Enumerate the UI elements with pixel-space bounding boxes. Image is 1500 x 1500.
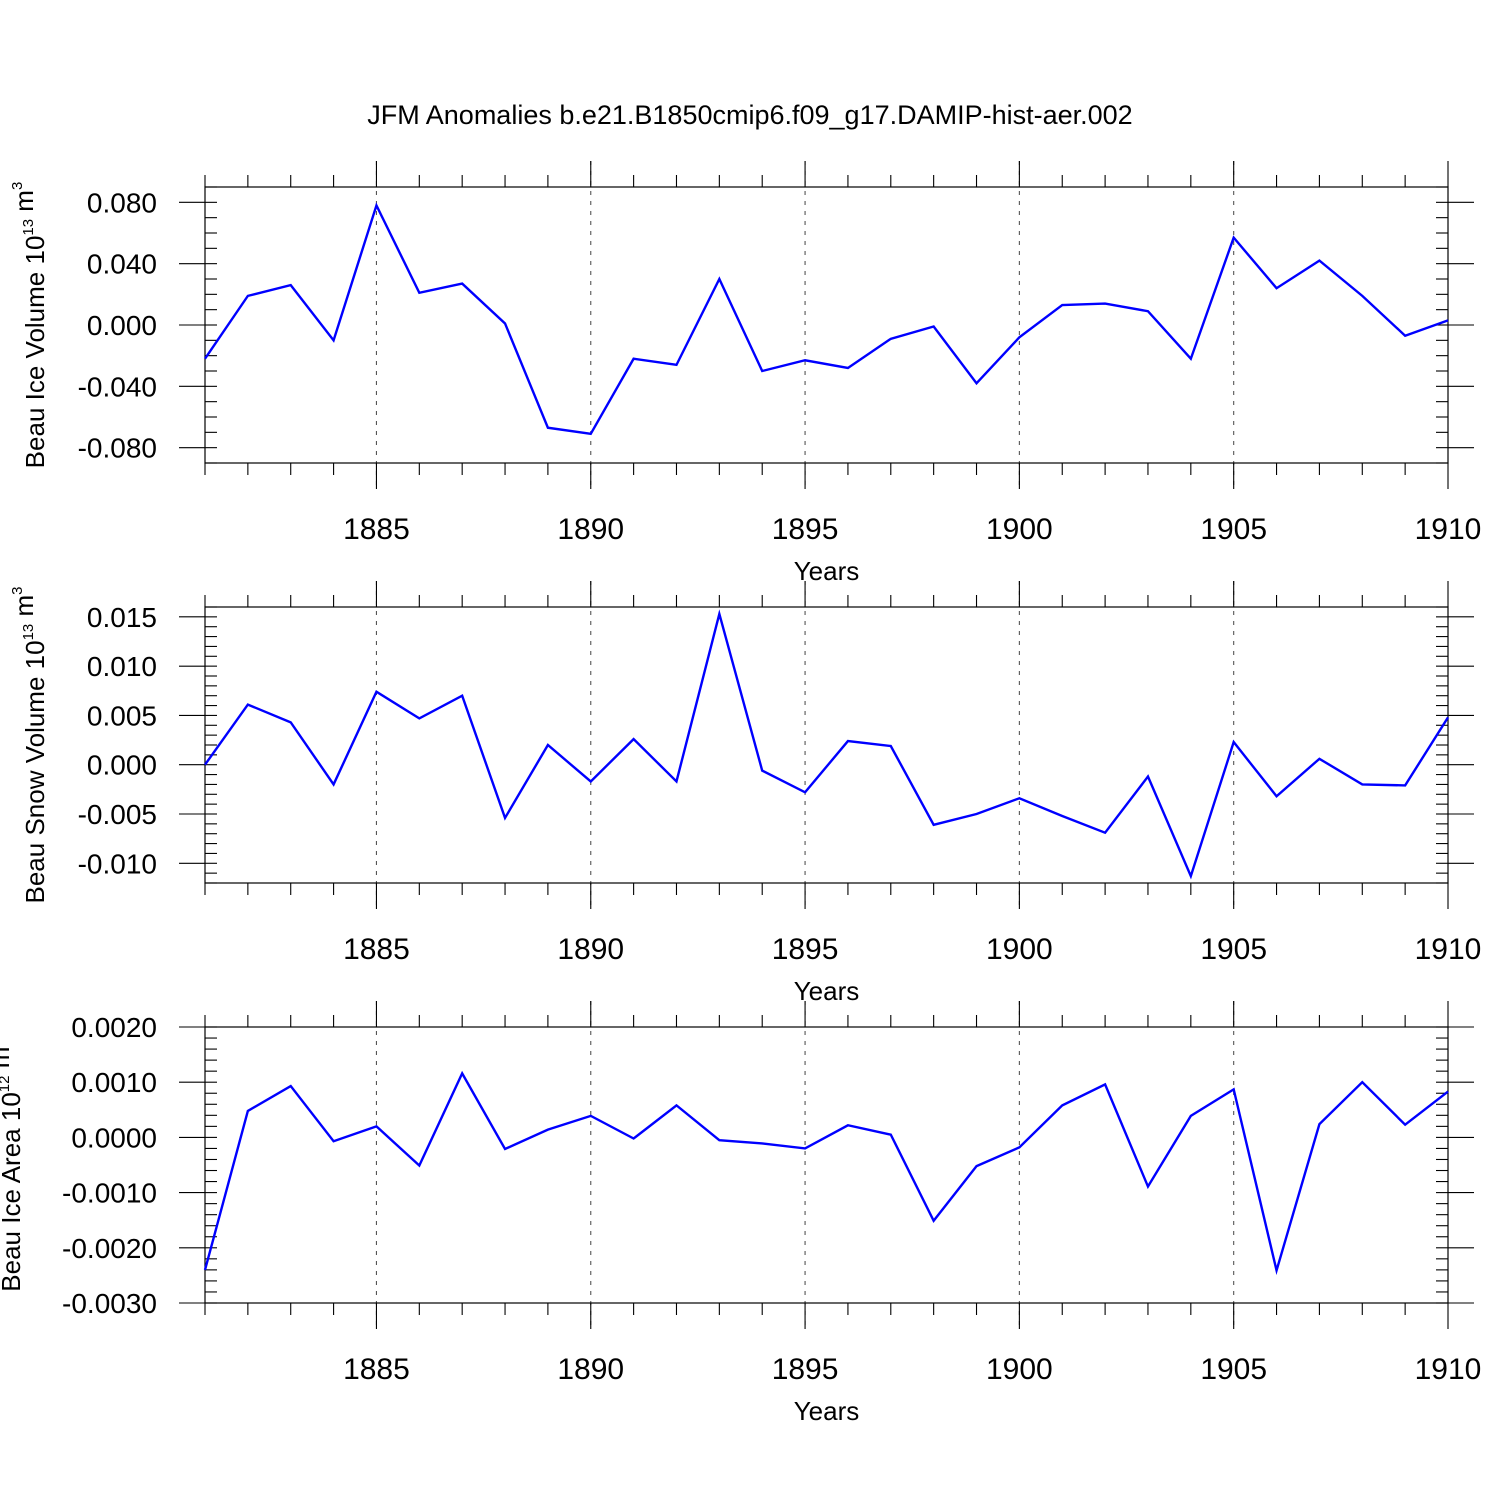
y-tick-label: 0.000 (87, 310, 157, 341)
series-line-beau-ice-volume (204, 202, 1449, 436)
y-tick-label: -0.005 (78, 799, 157, 830)
y-tick-label: 0.040 (87, 249, 157, 280)
y-tick-label: -0.080 (78, 433, 157, 464)
x-tick-label: 1905 (1200, 933, 1267, 966)
figure-title: JFM Anomalies b.e21.B1850cmip6.f09_g17.D… (367, 100, 1132, 130)
x-tick-label: 1910 (1415, 1353, 1482, 1386)
x-tick-label: 1910 (1415, 933, 1482, 966)
y-tick-label: -0.0010 (62, 1178, 157, 1209)
y-axis-label: Beau Snow Volume 1013 m3 (9, 587, 50, 904)
x-tick-label: 1895 (772, 513, 839, 546)
x-tick-label: 1900 (986, 1353, 1053, 1386)
x-tick-label: 1895 (772, 1353, 839, 1386)
y-tick-label: -0.0020 (62, 1233, 157, 1264)
x-tick-label: 1900 (986, 513, 1053, 546)
y-tick-label: 0.005 (87, 700, 157, 731)
x-tick-label: 1890 (557, 1353, 624, 1386)
plot-frame (204, 1026, 1449, 1304)
y-tick-label: 0.0010 (71, 1067, 157, 1098)
x-axis-label: Years (794, 976, 860, 1006)
panels: -0.080 -0.040 0.000 0.040 0.080 1885 1890 1895 1… (0, 161, 1481, 1426)
x-tick-label: 1910 (1415, 513, 1482, 546)
y-tick-label: -0.040 (78, 371, 157, 402)
y-tick-label: 0.0020 (71, 1012, 157, 1043)
x-tick-label: 1890 (557, 513, 624, 546)
y-tick-label: 0.080 (87, 187, 157, 218)
y-tick-label: 0.0000 (71, 1122, 157, 1153)
panel-2: -0.010 -0.005 0.000 0.005 0.010 0.015 1885 1890… (9, 581, 1481, 1006)
x-tick-label: 1900 (986, 933, 1053, 966)
x-tick-label: 1885 (343, 513, 410, 546)
y-tick-label: 0.010 (87, 651, 157, 682)
x-tick-label: 1890 (557, 933, 624, 966)
x-tick-label: 1895 (772, 933, 839, 966)
x-tick-label: 1905 (1200, 1353, 1267, 1386)
plot-frame (204, 186, 1449, 464)
y-axis-label: Beau Ice Volume 1013 m3 (9, 182, 50, 469)
y-tick-label: 0.000 (87, 750, 157, 781)
y-tick-label: -0.010 (78, 848, 157, 879)
panel-1: -0.080 -0.040 0.000 0.040 0.080 1885 1890 1895 1… (9, 161, 1481, 586)
x-tick-label: 1885 (343, 1353, 410, 1386)
x-tick-label: 1885 (343, 933, 410, 966)
y-tick-label: 0.015 (87, 602, 157, 633)
x-axis-label: Years (794, 556, 860, 586)
x-tick-label: 1905 (1200, 513, 1267, 546)
panel-3: -0.0030 -0.0020 -0.0010 0.0000 0.0010 0.0020 1… (0, 1001, 1481, 1426)
x-axis-label: Years (794, 1396, 860, 1426)
plot-frame (204, 606, 1449, 884)
series-line-beau-ice-area (203, 1070, 1449, 1276)
y-axis-label: Beau Ice Area 1012 m2 (0, 1038, 26, 1291)
series-line-beau-snow-volume (204, 609, 1450, 880)
y-tick-label: -0.0030 (62, 1288, 157, 1319)
